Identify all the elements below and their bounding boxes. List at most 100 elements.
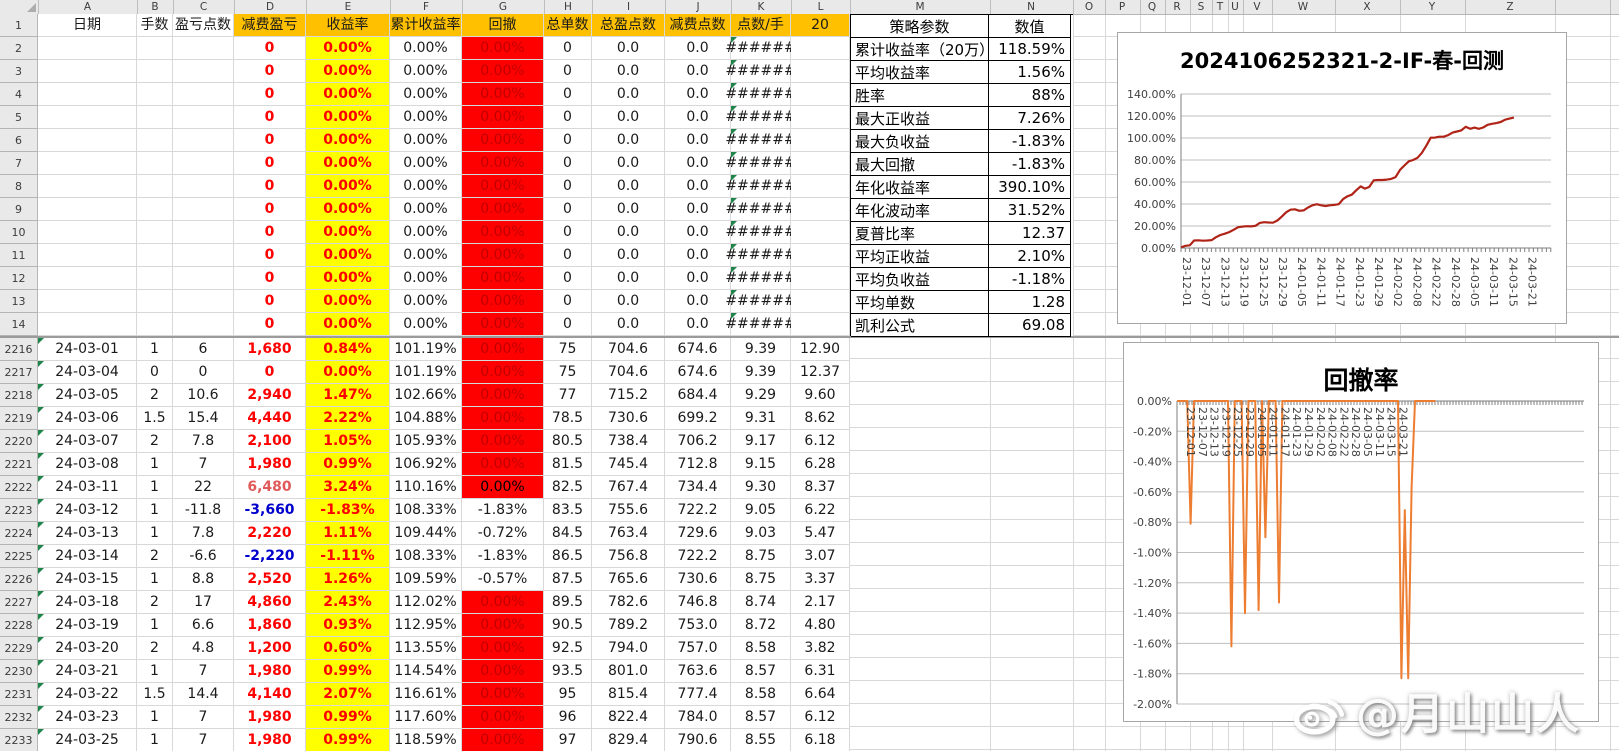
cell-orders[interactable]: 90.5 [544,614,592,637]
cell-return[interactable]: 1.05% [306,430,390,453]
column-title-feepts[interactable]: 减费点数 [665,14,731,37]
column-header-Y[interactable]: Y [1428,1,1436,13]
cell-win-points[interactable]: 715.2 [592,384,665,407]
column-header-V[interactable]: V [1253,1,1261,13]
cell-date[interactable]: 24-03-22 [38,683,137,706]
cell-pts[interactable]: 17 [173,591,234,614]
cell-points-per-lot[interactable]: ###### [725,221,796,244]
cell-points-per-lot[interactable]: 8.57 [731,706,791,729]
cell-pts[interactable] [173,267,234,290]
cell-lots[interactable]: 1 [137,499,173,522]
column-header-K[interactable]: K [757,1,765,13]
cell-orders[interactable]: 75 [544,338,592,361]
cell-drawdown[interactable]: 0.00% [462,83,544,106]
cell-return[interactable]: 2.07% [306,683,390,706]
cell-fee-points[interactable]: 0.0 [665,83,731,106]
cell-orders[interactable]: 75 [544,361,592,384]
drawdown-chart[interactable]: 回撤率 0.00% -0.20% -0.40% -0.60% -0.80% -1.00% -… [1123,342,1599,722]
cell-date[interactable]: 24-03-15 [38,568,137,591]
cell-fee-points[interactable]: 0.0 [665,60,731,83]
cell-drawdown[interactable]: 0.00% [462,244,544,267]
column-header-G[interactable]: G [498,1,508,13]
cell-fee-points[interactable]: 763.6 [665,660,731,683]
column-header-A[interactable]: A [83,1,92,13]
cell-date[interactable]: 24-03-06 [38,407,137,430]
cell-drawdown[interactable]: 0.00% [462,453,544,476]
cell-lots[interactable] [137,175,173,198]
cell-lots[interactable]: 1 [137,729,173,751]
cell-drawdown[interactable]: 0.00% [462,660,544,683]
cell-date[interactable] [38,221,137,244]
cell-date[interactable]: 24-03-11 [38,476,137,499]
cell-points-per-lot[interactable]: ###### [725,60,796,83]
cell-win-points[interactable]: 0.0 [592,37,665,60]
cell-date[interactable] [38,106,137,129]
cell-cum-return[interactable]: 109.59% [390,568,462,591]
cell-win-points[interactable]: 0.0 [592,106,665,129]
column-header-S[interactable]: S [1197,1,1205,13]
cell-drawdown[interactable]: 0.00% [462,129,544,152]
cell-points-per-lot[interactable]: 9.29 [731,384,791,407]
column-title-lots[interactable]: 手数 [137,14,173,37]
column-header-Q[interactable]: Q [1147,1,1157,13]
param-value[interactable]: -1.18% [989,268,1071,291]
cell-20[interactable]: 3.82 [791,637,850,660]
row-header-2226[interactable]: 2226 [0,568,38,591]
cell-win-points[interactable]: 782.6 [592,591,665,614]
cell-return[interactable]: 0.00% [306,221,390,244]
cell-date[interactable]: 24-03-23 [38,706,137,729]
cell-orders[interactable]: 0 [544,198,592,221]
cell-fee-points[interactable]: 722.2 [665,545,731,568]
cell-date[interactable] [38,37,137,60]
cell-win-points[interactable]: 0.0 [592,221,665,244]
cell-pts[interactable]: 15.4 [173,407,234,430]
cell-fee-points[interactable]: 784.0 [665,706,731,729]
cell-orders[interactable]: 95 [544,683,592,706]
cell-orders[interactable]: 84.5 [544,522,592,545]
cell-win-points[interactable]: 822.4 [592,706,665,729]
cell-drawdown[interactable]: 0.00% [462,198,544,221]
cell-l[interactable] [791,198,850,221]
cell-drawdown[interactable]: 0.00% [462,37,544,60]
param-label[interactable]: 最大正收益 [851,107,989,130]
cell-pnl[interactable]: 0 [234,83,306,106]
row-header-2229[interactable]: 2229 [0,637,38,660]
cell-fee-points[interactable]: 730.6 [665,568,731,591]
cell-points-per-lot[interactable]: ###### [725,175,796,198]
cell-win-points[interactable]: 0.0 [592,267,665,290]
param-value[interactable]: 390.10% [989,176,1071,199]
cell-cum-return[interactable]: 0.00% [390,290,462,313]
column-title-pnl[interactable]: 减费盈亏 [234,14,306,37]
param-value[interactable]: 7.26% [989,107,1071,130]
cell-pts[interactable]: 4.8 [173,637,234,660]
cell-drawdown[interactable]: 0.00% [462,706,544,729]
cell-fee-points[interactable]: 0.0 [665,106,731,129]
cell-return[interactable]: 0.60% [306,637,390,660]
cell-cum-return[interactable]: 0.00% [390,313,462,336]
param-value[interactable]: -1.83% [989,130,1071,153]
cell-date[interactable]: 24-03-21 [38,660,137,683]
cell-pnl[interactable]: 4,860 [234,591,306,614]
cell-pts[interactable]: 6.6 [173,614,234,637]
column-title-winpts[interactable]: 总盈点数 [592,14,665,37]
cell-pts[interactable] [173,221,234,244]
cell-points-per-lot[interactable]: ###### [725,129,796,152]
cell-20[interactable]: 12.90 [791,338,850,361]
cell-win-points[interactable]: 704.6 [592,338,665,361]
cell-cum-return[interactable]: 0.00% [390,175,462,198]
cell-cum-return[interactable]: 0.00% [390,198,462,221]
cell-l[interactable] [791,221,850,244]
cell-fee-points[interactable]: 0.0 [665,221,731,244]
cell-lots[interactable]: 2 [137,430,173,453]
cell-cum-return[interactable]: 0.00% [390,221,462,244]
cell-date[interactable]: 24-03-20 [38,637,137,660]
cell-pnl[interactable]: 2,100 [234,430,306,453]
cell-date[interactable] [38,267,137,290]
row-header-13[interactable]: 13 [0,290,38,313]
cell-return[interactable]: 2.43% [306,591,390,614]
row-header-2230[interactable]: 2230 [0,660,38,683]
cell-points-per-lot[interactable]: 9.15 [731,453,791,476]
cell-date[interactable] [38,129,137,152]
row-header-2225[interactable]: 2225 [0,545,38,568]
cell-points-per-lot[interactable]: 8.55 [731,729,791,751]
